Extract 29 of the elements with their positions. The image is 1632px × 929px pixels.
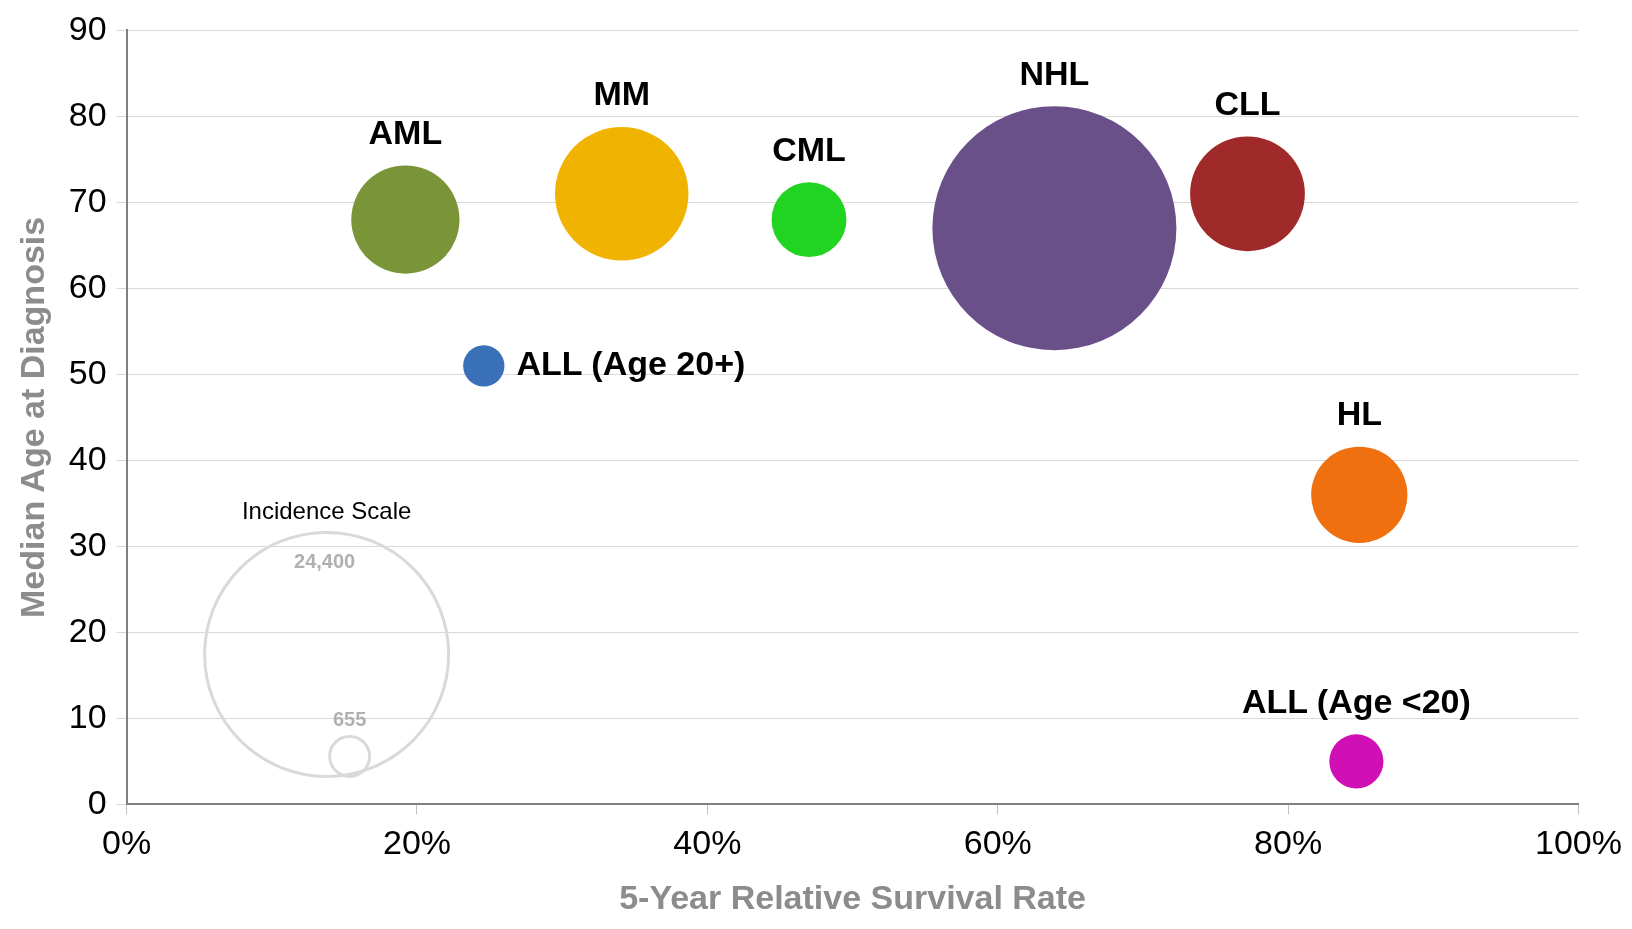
series-label: NHL [1019,53,1090,92]
x-tick-label: 60% [963,823,1032,862]
x-tick-label: 100% [1535,823,1622,862]
series-label: HL [1336,394,1382,433]
y-tick-label: 70 [68,180,107,219]
x-tick-label: 20% [382,823,452,862]
y-tick-label: 50 [68,352,107,391]
legend-title: Incidence Scale [241,497,412,525]
y-tick-label: 10 [68,696,107,735]
x-axis-title: 5-Year Relative Survival Rate [619,877,1086,916]
y-tick-label: 40 [68,438,107,477]
series-label: ALL (Age <20) [1241,681,1471,720]
series-label: CLL [1214,83,1281,122]
legend-label: 24,400 [294,549,356,572]
y-tick-label: 90 [68,8,107,47]
x-tick-label: 80% [1254,823,1323,862]
series-label: CML [772,129,846,168]
series-label: ALL (Age 20+) [516,344,746,383]
y-tick-label: 20 [68,610,107,649]
x-tick-label: 0% [102,823,152,862]
y-tick-label: 30 [68,524,107,563]
y-tick-label: 60 [68,266,107,305]
x-tick-label: 40% [673,823,742,862]
legend-label: 655 [332,707,367,730]
series-label: AML [368,112,443,151]
y-tick-label: 80 [68,94,107,133]
y-tick-label: 0 [87,782,107,821]
series-label: MM [593,74,651,113]
y-axis-title: Median Age at Diagnosis [12,216,51,618]
